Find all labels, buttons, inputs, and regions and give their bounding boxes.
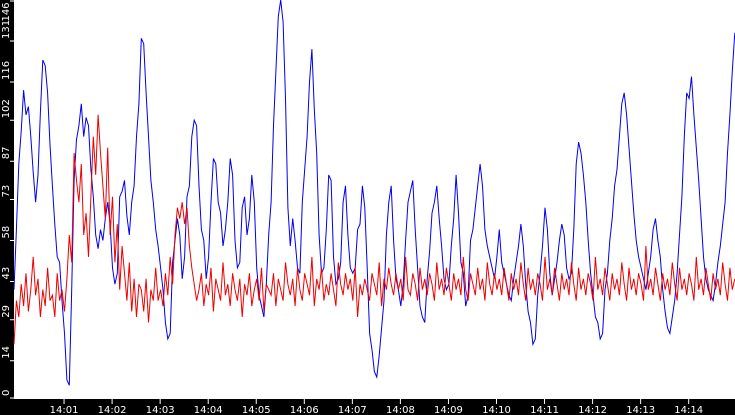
x-tick-label: 14:06	[290, 405, 319, 415]
y-tick-label: 0	[1, 390, 12, 396]
series-red-line	[13, 114, 735, 345]
x-tick-label: 14:01	[50, 405, 79, 415]
x-axis: 14:01 14:02 14:03 14:04 14:05 14:06 14:07 14:08…	[50, 399, 703, 415]
y-tick-label: 73	[1, 185, 12, 198]
y-tick-label: 14	[1, 346, 12, 359]
y-tick-label: 102	[1, 99, 12, 118]
x-tick-label: 14:09	[434, 405, 463, 415]
x-tick-label: 14:10	[482, 405, 511, 415]
x-tick-label: 14:04	[194, 405, 223, 415]
x-tick-label: 14:11	[530, 405, 559, 415]
y-tick-label: 116	[1, 61, 12, 80]
x-tick-label: 14:07	[338, 405, 367, 415]
series-layer	[13, 0, 735, 386]
series-blue-line	[13, 0, 735, 386]
x-tick-label: 14:02	[98, 405, 127, 415]
x-tick-label: 14:13	[626, 405, 655, 415]
y-tick-label: 87	[1, 147, 12, 160]
x-tick-label: 14:03	[146, 405, 175, 415]
y-tick-label: 43	[1, 267, 12, 280]
y-tick-label: 58	[1, 226, 12, 239]
x-tick-label: 14:08	[386, 405, 415, 415]
x-tick-label: 14:14	[674, 405, 703, 415]
y-tick-label: 29	[1, 305, 12, 318]
y-tick-label: 146	[1, 2, 12, 21]
plot-area	[14, 0, 735, 399]
y-tick-label: 131	[1, 20, 12, 39]
x-tick-label: 14:05	[242, 405, 271, 415]
x-tick-label: 14:12	[578, 405, 607, 415]
